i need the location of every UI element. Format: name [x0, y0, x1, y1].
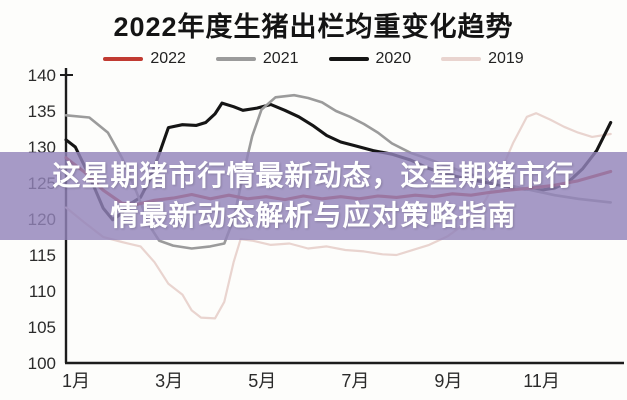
x-tick-label: 7月: [341, 371, 369, 391]
legend-label-2019: 2019: [488, 50, 524, 67]
news-overlay-banner: 这星期猪市行情最新动态，这星期猪市行 情最新动态解析与应对策略指南: [0, 152, 627, 240]
legend-swatch-2019: [441, 57, 482, 61]
y-tick-label: 100: [28, 354, 56, 373]
legend-item-2021: 2021: [215, 50, 299, 68]
chart-title: 2022年度生猪出栏均重变化趋势: [113, 12, 514, 42]
legend-item-2020: 2020: [328, 50, 412, 68]
x-tick-label: 9月: [434, 371, 462, 391]
y-tick-label: 110: [29, 282, 56, 301]
legend-label-2021: 2021: [262, 50, 299, 67]
legend-swatch-2020: [328, 57, 369, 61]
chart-legend: 2022 2021 2020 2019: [0, 50, 627, 68]
legend-label-2022: 2022: [150, 50, 186, 67]
x-tick-label: 3月: [155, 371, 183, 391]
legend-item-2022: 2022: [103, 50, 186, 68]
legend-item-2019: 2019: [441, 50, 524, 68]
y-tick-label: 105: [28, 318, 56, 337]
y-tick-label: 115: [29, 246, 56, 265]
banner-text-line2: 情最新动态解析与应对策略指南: [110, 200, 517, 231]
x-tick-label: 1月: [62, 371, 90, 391]
x-tick-label: 5月: [248, 371, 276, 391]
legend-swatch-2022: [103, 57, 144, 61]
legend-label-2020: 2020: [375, 50, 412, 67]
series-line-2019: [64, 112, 612, 320]
x-tick-label: 11月: [523, 371, 560, 391]
banner-text-line1: 这星期猪市行情最新动态，这星期猪市行: [52, 160, 575, 192]
y-tick-label: 135: [28, 102, 56, 121]
legend-swatch-2021: [215, 57, 256, 61]
y-tick-label: 140: [28, 66, 56, 85]
